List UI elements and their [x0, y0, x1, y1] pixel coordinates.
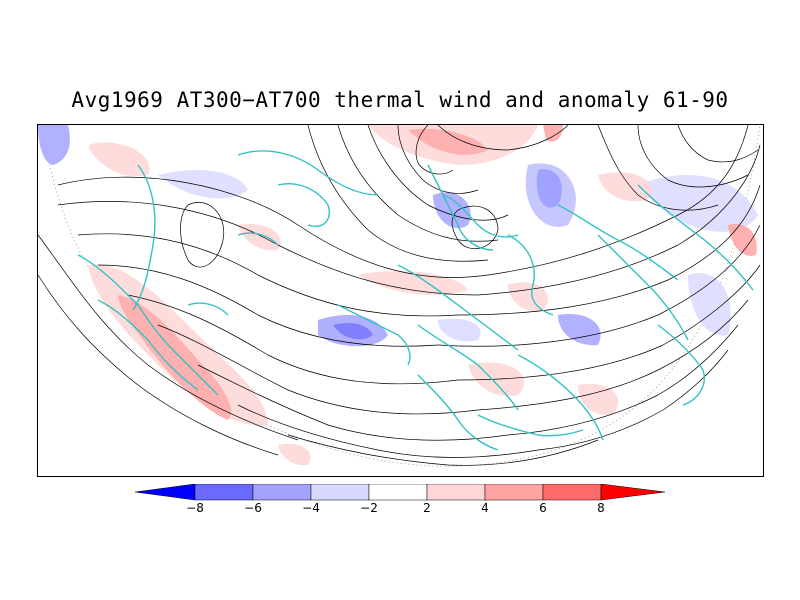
- colorbar-high-arrow: [600, 484, 665, 501]
- map-title: Avg1969 AT300−AT700 thermal wind and ano…: [71, 88, 729, 112]
- colorbar-bin: [426, 484, 486, 501]
- colorbar-bin: [252, 484, 312, 501]
- colorbar-low-arrow: [135, 484, 196, 501]
- colorbar-bin: [310, 484, 370, 501]
- thermal-wind-map: [38, 125, 761, 467]
- map-panel: [37, 124, 764, 477]
- colorbar-legend: [135, 484, 665, 501]
- colorbar-bin: [542, 484, 602, 501]
- colorbar-tick-label: 2: [423, 501, 431, 515]
- coastlines: [77, 150, 754, 451]
- colorbar-bin: [484, 484, 544, 501]
- colorbar-bin: [368, 484, 428, 501]
- colorbar-tick-label: 6: [539, 501, 547, 515]
- colorbar-bin: [194, 484, 254, 501]
- negative-anomaly-shading: [38, 125, 758, 347]
- colorbar-tick-label: 8: [597, 501, 605, 515]
- colorbar-tick-label: −4: [302, 501, 320, 515]
- colorbar-tick-label: 4: [481, 501, 489, 515]
- colorbar-tick-label: −6: [244, 501, 262, 515]
- colorbar-tick-label: −8: [186, 501, 204, 515]
- colorbar-tick-label: −2: [360, 501, 378, 515]
- positive-anomaly-shading: [88, 125, 757, 466]
